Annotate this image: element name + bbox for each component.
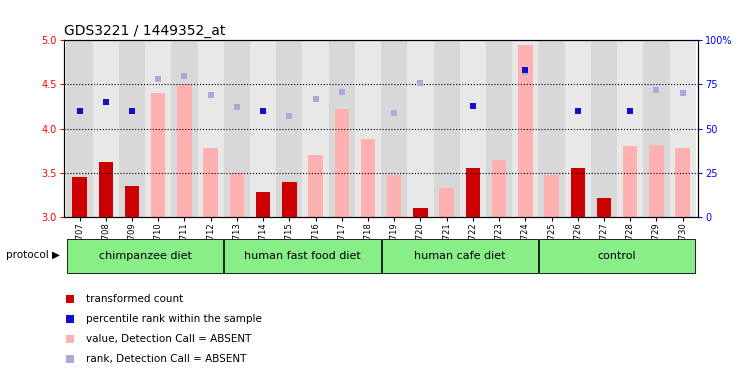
Point [74, 108, 86, 114]
Text: chimpanzee diet: chimpanzee diet [98, 251, 192, 261]
Bar [119, 40, 145, 217]
Text: percentile rank within the sample: percentile rank within the sample [86, 314, 262, 324]
Bar [675, 148, 690, 217]
Bar [571, 167, 585, 217]
Bar [439, 188, 454, 217]
Text: rank, Detection Call = ABSENT: rank, Detection Call = ABSENT [86, 354, 246, 364]
Bar [407, 40, 433, 217]
Point [336, 88, 348, 94]
Point [467, 103, 479, 109]
Bar [204, 148, 218, 217]
Text: human cafe diet: human cafe diet [414, 251, 505, 261]
Point [65, 336, 77, 342]
Bar [224, 40, 250, 217]
Bar [67, 239, 223, 273]
Bar [387, 175, 402, 217]
Bar [303, 40, 329, 217]
Bar [329, 40, 355, 217]
Bar [66, 40, 92, 217]
Bar [413, 208, 427, 217]
Bar [591, 40, 617, 217]
Bar [460, 40, 486, 217]
Point [257, 108, 269, 114]
Bar [177, 84, 192, 217]
Point [231, 104, 243, 111]
Bar [433, 40, 460, 217]
Bar [623, 146, 638, 217]
Bar [617, 40, 644, 217]
Bar [466, 167, 480, 217]
Bar [230, 173, 244, 217]
Bar [492, 160, 506, 217]
Point [415, 79, 427, 86]
Point [572, 108, 584, 114]
Point [100, 99, 112, 105]
Text: protocol ▶: protocol ▶ [6, 250, 60, 260]
Point [126, 108, 138, 114]
Bar [486, 40, 512, 217]
Bar [381, 40, 407, 217]
Text: GDS3221 / 1449352_at: GDS3221 / 1449352_at [64, 23, 225, 38]
Point [520, 69, 532, 75]
Point [624, 108, 636, 114]
Point [520, 67, 532, 73]
Text: control: control [598, 251, 636, 261]
Point [205, 92, 217, 98]
Bar [597, 197, 611, 217]
Point [65, 296, 77, 302]
Bar [92, 40, 119, 217]
Text: human fast food diet: human fast food diet [244, 251, 360, 261]
Bar [145, 40, 171, 217]
Bar [125, 186, 139, 217]
Bar [644, 40, 670, 217]
Point [179, 73, 191, 79]
Bar [276, 40, 303, 217]
Bar [512, 40, 538, 217]
Bar [518, 45, 532, 217]
Bar [335, 109, 349, 217]
Bar [171, 40, 198, 217]
Point [152, 76, 164, 82]
Point [388, 110, 400, 116]
Bar [250, 40, 276, 217]
Text: transformed count: transformed count [86, 293, 183, 304]
Bar [256, 192, 270, 217]
Bar [72, 177, 87, 217]
Bar [225, 239, 381, 273]
Bar [360, 139, 376, 217]
Bar [539, 239, 695, 273]
Point [65, 316, 77, 322]
Point [677, 90, 689, 96]
Bar [538, 40, 565, 217]
Text: value, Detection Call = ABSENT: value, Detection Call = ABSENT [86, 334, 252, 344]
Point [283, 113, 295, 119]
Point [650, 87, 662, 93]
Bar [282, 182, 297, 217]
Bar [355, 40, 381, 217]
Bar [650, 144, 664, 217]
Bar [198, 40, 224, 217]
Bar [309, 155, 323, 217]
Bar [544, 175, 559, 217]
Point [309, 96, 321, 102]
Bar [670, 40, 696, 217]
Bar [382, 239, 538, 273]
Bar [565, 40, 591, 217]
Point [65, 356, 77, 362]
Bar [151, 93, 165, 217]
Bar [98, 162, 113, 217]
